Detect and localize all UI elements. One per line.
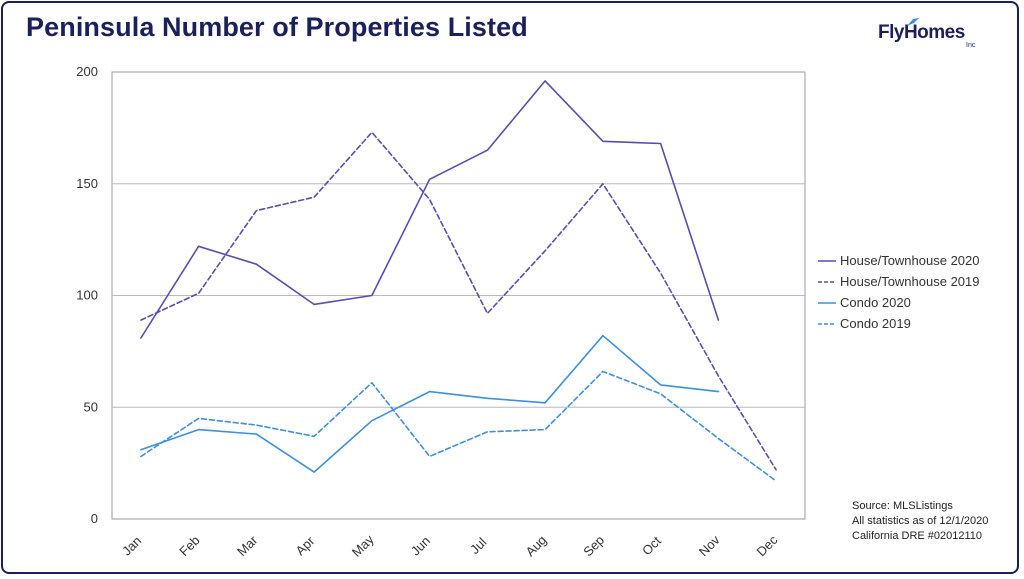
y-tick-label: 50 [84, 399, 98, 414]
legend-label: Condo 2020 [840, 295, 911, 310]
legend-swatch [818, 260, 836, 262]
x-tick-label: Jun [408, 533, 433, 558]
legend-swatch [818, 302, 836, 304]
series-line [140, 370, 777, 482]
x-tick-label: Mar [234, 532, 261, 559]
x-tick-label: Jan [119, 533, 144, 558]
legend-label: Condo 2019 [840, 316, 911, 331]
logo-wing-icon [907, 18, 919, 26]
y-tick-label: 150 [76, 176, 98, 191]
source-line: Source: MLSListings [852, 500, 953, 512]
legend-item: Condo 2020 [818, 294, 1018, 315]
series-line [140, 80, 720, 339]
chart-legend: House/Townhouse 2020 House/Townhouse 2019… [818, 252, 1018, 336]
dre-line: California DRE #02012110 [852, 530, 983, 542]
x-tick-label: Jul [467, 535, 489, 557]
legend-label: House/Townhouse 2019 [840, 274, 980, 289]
x-tick-label: Feb [176, 533, 202, 559]
legend-item: Condo 2019 [818, 315, 1018, 336]
legend-item: House/Townhouse 2019 [818, 273, 1018, 294]
flyhomes-logo: FlyHomes Inc [878, 18, 988, 54]
page-title: Peninsula Number of Properties Listed [26, 12, 528, 42]
x-tick-label: Sep [580, 532, 607, 559]
logo-text: FlyHomes [878, 22, 965, 43]
x-tick-label: Oct [639, 533, 664, 558]
legend-swatch [818, 323, 836, 325]
source-note: Source: MLSListings All statistics as of… [852, 499, 988, 544]
x-tick-label: Aug [522, 532, 549, 559]
y-tick-label: 100 [76, 288, 98, 303]
x-tick-label: Apr [292, 533, 317, 558]
legend-swatch [818, 281, 836, 283]
stats-date-line: All statistics as of 12/1/2020 [852, 515, 989, 527]
logo-sub-text: Inc [966, 42, 976, 49]
series-line [140, 131, 777, 471]
x-tick-label: Dec [753, 532, 780, 559]
y-tick-label: 0 [91, 511, 98, 526]
legend-label: House/Townhouse 2020 [840, 253, 980, 268]
x-tick-label: Nov [696, 532, 723, 559]
y-tick-label: 200 [76, 64, 98, 79]
x-tick-label: May [349, 531, 377, 559]
series-line [140, 334, 720, 473]
legend-item: House/Townhouse 2020 [818, 252, 1018, 273]
